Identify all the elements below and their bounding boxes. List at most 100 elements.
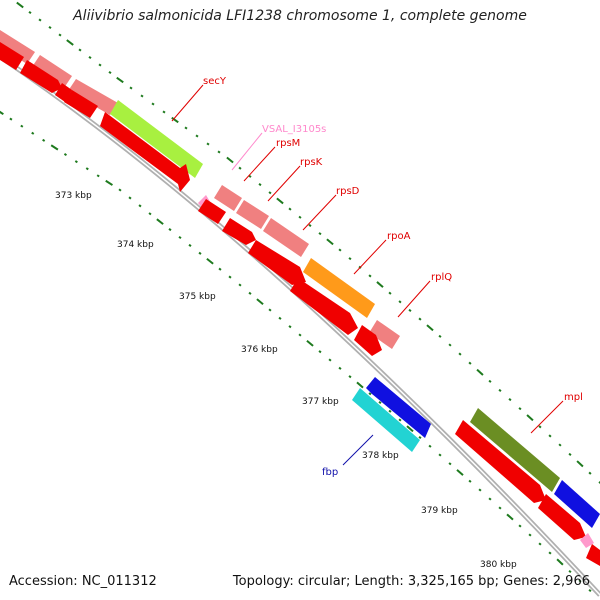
gene-feature[interactable] xyxy=(214,185,242,211)
tick-mark xyxy=(338,248,342,252)
gene-feature[interactable] xyxy=(68,79,118,115)
tick-mark xyxy=(598,481,600,484)
fbp-cog-feature[interactable] xyxy=(352,388,420,452)
tick-mark xyxy=(48,25,52,30)
tick-label: 377 kbp xyxy=(302,397,339,407)
cds-feature[interactable] xyxy=(64,90,98,118)
tick-mark xyxy=(256,298,264,305)
tick-row-outer xyxy=(0,110,592,593)
fbp-cds-feature[interactable] xyxy=(366,377,431,438)
tick-mark xyxy=(63,153,68,157)
tick-mark xyxy=(556,558,564,566)
gene-feature[interactable] xyxy=(0,30,35,64)
tick-mark xyxy=(188,243,192,247)
tick-mark xyxy=(105,179,113,186)
tick-mark xyxy=(548,551,552,555)
gene-feature[interactable] xyxy=(554,480,600,528)
cds-feature[interactable] xyxy=(586,544,600,566)
tick-mark xyxy=(388,409,392,413)
tick-mark xyxy=(50,144,59,151)
secy-cog-feature[interactable] xyxy=(110,100,203,178)
tick-mark xyxy=(198,251,202,255)
tick-mark xyxy=(498,388,502,393)
tick-mark xyxy=(298,215,302,219)
tick-mark xyxy=(74,160,78,164)
cds-feature[interactable] xyxy=(198,199,226,224)
tick-mark xyxy=(218,267,222,271)
tick-mark xyxy=(288,325,292,329)
tick-label: 373 kbp xyxy=(55,191,92,201)
tick-mark xyxy=(85,167,89,171)
tick-row-inner xyxy=(16,1,600,484)
tick-mark xyxy=(408,308,412,312)
trna-feature[interactable] xyxy=(580,533,594,548)
rpoa-cog-feature[interactable] xyxy=(303,258,375,318)
gene-label-secy: secY xyxy=(203,76,227,87)
tick-mark xyxy=(162,110,166,114)
tick-mark xyxy=(378,400,382,405)
tick-mark xyxy=(568,569,572,574)
tick-mark xyxy=(478,488,482,492)
tick-mark xyxy=(28,10,32,15)
cds-feature[interactable] xyxy=(20,60,62,93)
tick-mark xyxy=(288,207,292,211)
tick-mark xyxy=(96,174,100,178)
tick-mark xyxy=(168,228,172,232)
genome-summary: Topology: circular; Length: 3,325,165 bp… xyxy=(232,574,590,589)
cds-feature[interactable] xyxy=(248,240,306,285)
tick-mark xyxy=(195,134,199,138)
tick-mark xyxy=(0,110,4,116)
tick-mark xyxy=(140,94,144,98)
tick-mark xyxy=(458,352,462,356)
tick-mark xyxy=(468,361,472,365)
secy-cds-feature[interactable] xyxy=(100,112,190,192)
gene-label-rpsd: rpsD xyxy=(336,186,360,197)
tick-mark xyxy=(206,257,214,265)
tick-mark xyxy=(217,150,221,154)
tick-mark xyxy=(9,117,13,121)
tick-mark xyxy=(88,55,92,60)
tick-mark xyxy=(58,33,62,37)
tick-mark xyxy=(348,257,352,261)
feature-track xyxy=(0,30,600,566)
tick-mark xyxy=(448,462,452,466)
tick-mark xyxy=(108,70,112,75)
tick-mark xyxy=(518,524,522,528)
cds-feature[interactable] xyxy=(0,42,24,70)
gene-feature[interactable] xyxy=(32,55,72,88)
tick-mark xyxy=(129,86,133,90)
tick-mark xyxy=(488,497,492,501)
tick-mark xyxy=(78,48,82,52)
tick-mark xyxy=(238,166,242,170)
gene-label-rpsk: rpsK xyxy=(300,157,323,168)
tick-mark xyxy=(448,343,452,347)
cds-feature[interactable] xyxy=(538,494,586,540)
gene-feature[interactable] xyxy=(263,218,309,257)
gene-label-rpsm: rpsM xyxy=(276,138,300,149)
tick-mark xyxy=(426,324,434,332)
tick-mark xyxy=(338,366,342,370)
tick-mark xyxy=(138,204,142,208)
gene-feature[interactable] xyxy=(236,200,269,229)
tick-mark xyxy=(498,506,502,510)
tick-mark xyxy=(268,191,272,195)
tick-mark xyxy=(326,238,334,246)
tick-mark xyxy=(206,142,210,146)
tick-mark xyxy=(16,1,24,9)
tick-mark xyxy=(308,223,312,227)
mpl-cog-feature[interactable] xyxy=(470,408,560,492)
gene-feature[interactable] xyxy=(369,320,400,349)
accession-label: Accession: NC_011312 xyxy=(9,574,157,589)
tick-mark xyxy=(518,407,522,411)
cds-feature[interactable] xyxy=(455,420,546,503)
tick-mark xyxy=(526,414,534,422)
tick-mark xyxy=(184,126,188,130)
tick-mark xyxy=(348,375,352,379)
cds-feature[interactable] xyxy=(290,278,358,335)
tick-mark xyxy=(128,196,132,200)
tick-mark xyxy=(468,479,472,483)
cds-feature[interactable] xyxy=(222,218,256,245)
tick-label: 376 kbp xyxy=(241,345,278,355)
cds-feature[interactable] xyxy=(354,325,382,356)
